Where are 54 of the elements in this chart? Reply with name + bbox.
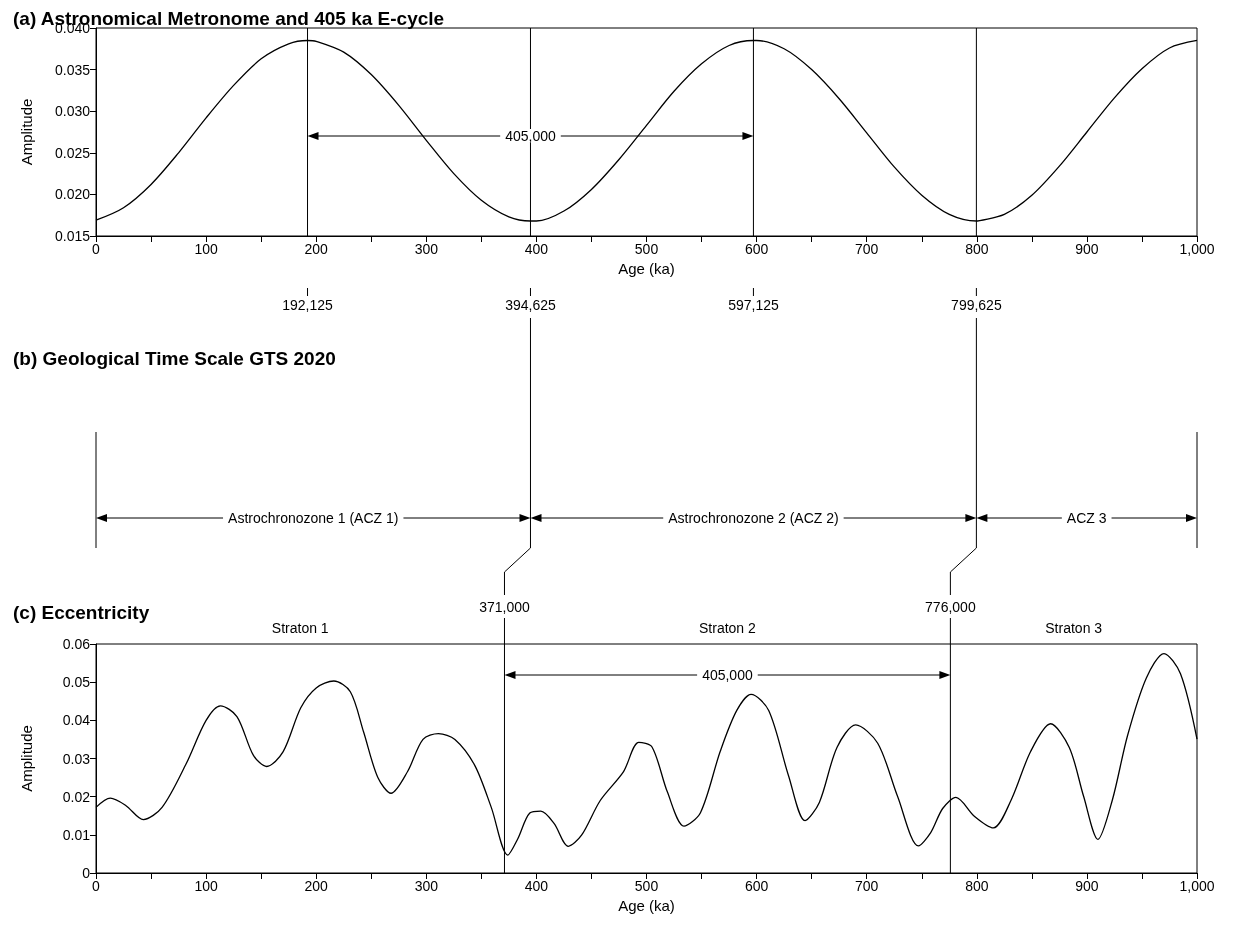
x-tick-label: 1,000	[1179, 878, 1215, 894]
y-tick-label: 0.030	[54, 103, 91, 120]
x-axis-title: Age (ka)	[618, 896, 675, 914]
y-tick-label: 0.015	[54, 228, 91, 244]
y-tick-label: 0.02	[62, 788, 91, 805]
x-tick-label: 400	[524, 241, 549, 257]
y-tick-label: 0.035	[54, 61, 91, 78]
y-tick-label: 0.01	[62, 826, 91, 843]
x-tick-label: 900	[1075, 241, 1099, 257]
chart-title: (c) Eccentricity	[13, 602, 150, 623]
x-axis-title: Age (ka)	[618, 259, 675, 277]
ref-line-label: 394,625	[505, 297, 556, 313]
y-tick-label: 0.05	[62, 674, 91, 691]
x-tick-label: 700	[855, 241, 879, 257]
x-tick-label: 0	[92, 878, 101, 894]
text: Astrochronozone 1 (ACZ 1)	[228, 510, 399, 526]
x-tick-label: 1,000	[1179, 241, 1215, 257]
y-tick-label: 0.020	[54, 186, 91, 203]
x-tick-label: 700	[855, 878, 879, 894]
x-tick-label: 500	[634, 878, 659, 894]
x-tick-label: 200	[304, 241, 329, 257]
text: Straton 1	[271, 620, 329, 636]
x-tick-label: 400	[524, 878, 549, 894]
y-tick-label: 0.025	[54, 144, 91, 161]
x-tick-label: 100	[194, 241, 218, 257]
x-tick-label: 800	[965, 878, 989, 894]
y-tick-label: 0.03	[62, 750, 91, 767]
x-tick-label: 300	[414, 878, 439, 894]
x-tick-label: 600	[744, 241, 769, 257]
x-tick-label: 900	[1075, 878, 1099, 894]
x-tick-label: 800	[965, 241, 989, 257]
text: ACZ 3	[1066, 510, 1107, 526]
text: Astrochronozone 2 (ACZ 2)	[668, 510, 839, 526]
y-tick-label: 0.04	[62, 712, 91, 729]
ref-line-label: 776,000	[925, 599, 976, 615]
y-tick-label: 0	[82, 865, 91, 881]
text: (b) Geological Time Scale GTS 2020	[13, 348, 336, 369]
x-tick-label: 500	[634, 241, 659, 257]
ref-line-label: 371,000	[479, 599, 530, 615]
x-tick-label: 300	[414, 241, 439, 257]
ref-line-label: 192,125	[282, 297, 334, 313]
annotation: 405,000	[702, 667, 753, 683]
text: Straton 2	[699, 620, 757, 636]
annotation: 405,000	[505, 128, 556, 144]
text: Straton 3	[1045, 620, 1103, 636]
y-axis-title: Amplitude	[18, 98, 35, 166]
y-axis-title: Amplitude	[18, 725, 35, 792]
x-tick-label: 0	[92, 241, 101, 257]
x-tick-label: 600	[744, 878, 769, 894]
x-tick-label: 200	[304, 878, 329, 894]
ref-line-label: 597,125	[728, 297, 779, 313]
ref-line-label: 799,625	[951, 297, 1002, 313]
x-tick-label: 100	[194, 878, 218, 894]
y-tick-label: 0.06	[62, 636, 91, 652]
